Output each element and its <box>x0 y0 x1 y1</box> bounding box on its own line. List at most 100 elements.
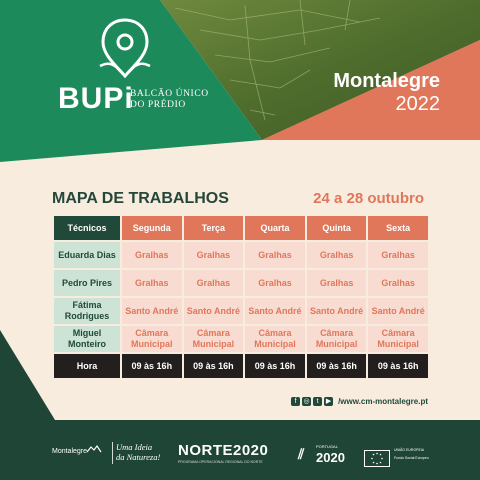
cell-line2: Municipal <box>254 339 296 349</box>
table-cell: Santo André <box>368 298 428 324</box>
green-panel <box>0 0 262 162</box>
table-cell: Gralhas <box>122 242 182 268</box>
hours-cell: 09 às 16h <box>306 354 367 378</box>
cell-line1: Santo André <box>125 305 179 316</box>
header-day: Terça <box>183 216 244 240</box>
table-cell: Santo André <box>122 298 182 324</box>
municipality-logo-icon <box>86 444 102 453</box>
technician-name: Miguel Monteiro <box>54 326 120 352</box>
footer-wedge <box>0 330 55 420</box>
facebook-icon[interactable]: f <box>291 397 301 406</box>
table-cell: Câmara Municipal <box>245 326 305 352</box>
table-cell: Câmara Municipal <box>183 326 244 352</box>
location-name: Montalegre <box>333 70 440 92</box>
table-cell: Santo André <box>183 298 244 324</box>
header-day: Sexta <box>368 216 428 240</box>
technician-name: Fátima Rodrigues <box>54 298 120 324</box>
table-cell: Gralhas <box>245 242 305 268</box>
location-year: 2022 <box>395 93 441 115</box>
header-corner: Técnicos <box>54 216 120 240</box>
portugal2020-label: PORTUGAL <box>316 444 338 449</box>
cell-line2: Municipal <box>315 339 358 349</box>
table-row: Fátima Rodrigues Santo André Santo André … <box>54 298 428 324</box>
cell-line1: Santo André <box>371 305 425 316</box>
brand-subtitle-line2: DO PRÉDIO <box>130 100 186 110</box>
cell-line2: Municipal <box>192 339 235 349</box>
social-links: f ◎ t ▶ /www.cm-montalegre.pt <box>291 397 428 406</box>
cell-line1: Câmara <box>135 328 169 338</box>
footer: Montalegre Uma Ideia da Natureza! NORTE2… <box>0 420 480 480</box>
cell-line1: Câmara <box>258 328 292 338</box>
twitter-icon[interactable]: t <box>313 397 323 406</box>
cell-line1: Câmara <box>196 328 230 338</box>
cell-line1: Câmara <box>320 328 354 338</box>
hours-cell: 09 às 16h <box>368 354 428 378</box>
table-cell: Câmara Municipal <box>368 326 428 352</box>
cell-line1: Gralhas <box>319 249 354 260</box>
cell-line1: Gralhas <box>258 277 292 288</box>
tagline-line2: da Natureza! <box>116 452 161 462</box>
cell-line2: Municipal <box>377 339 419 349</box>
technician-name-line1: Pedro Pires <box>61 277 113 288</box>
footer-divider <box>112 442 113 464</box>
eu-fund-label: Fundo Social Europeu <box>394 456 429 460</box>
header-day: Quarta <box>245 216 305 240</box>
header-day: Segunda <box>122 216 182 240</box>
cell-line2: Municipal <box>131 339 173 349</box>
portugal2020-year: 2020 <box>316 450 345 465</box>
table-row: Pedro Pires Gralhas Gralhas Gralhas Gral… <box>54 270 428 296</box>
table-cell: Gralhas <box>368 242 428 268</box>
brand-subtitle-line1: BALCÃO ÚNICO <box>130 89 209 99</box>
municipality-logo-text: Montalegre <box>52 448 88 455</box>
table-cell: Gralhas <box>183 242 244 268</box>
cell-line1: Câmara <box>381 328 415 338</box>
table-cell: Gralhas <box>368 270 428 296</box>
cell-line1: Gralhas <box>196 249 231 260</box>
table-cell: Santo André <box>306 298 367 324</box>
eu-flag-icon <box>364 450 390 467</box>
table-header-row: Técnicos Segunda Terça Quarta Quinta Sex… <box>54 216 428 240</box>
table-cell: Gralhas <box>306 242 367 268</box>
landscape-photo <box>160 0 480 140</box>
cell-line1: Santo André <box>248 305 302 316</box>
website-link[interactable]: /www.cm-montalegre.pt <box>338 397 428 406</box>
cell-line1: Gralhas <box>135 249 169 260</box>
hours-cell: 09 às 16h <box>183 354 244 378</box>
date-range: 24 a 28 outubro <box>313 190 424 207</box>
cell-line1: Gralhas <box>381 249 415 260</box>
tagline-line1: Uma Ideia <box>116 442 153 452</box>
table-row: Eduarda Dias Gralhas Gralhas Gralhas Gra… <box>54 242 428 268</box>
technician-name-line1: Miguel <box>72 328 102 338</box>
cell-line1: Gralhas <box>196 277 231 288</box>
cell-line1: Gralhas <box>381 277 415 288</box>
instagram-icon[interactable]: ◎ <box>302 397 312 406</box>
youtube-icon[interactable]: ▶ <box>324 397 334 406</box>
cell-line1: Gralhas <box>319 277 354 288</box>
schedule-table: Técnicos Segunda Terça Quarta Quinta Sex… <box>52 214 430 380</box>
technician-name-line1: Eduarda Dias <box>58 249 116 260</box>
hours-cell: 09 às 16h <box>122 354 182 378</box>
cell-line1: Gralhas <box>258 249 292 260</box>
table-cell: Gralhas <box>183 270 244 296</box>
technician-name-line1: Fátima <box>72 300 102 310</box>
table-cell: Gralhas <box>245 270 305 296</box>
technician-name-line2: Rodrigues <box>64 311 110 321</box>
cell-line1: Santo André <box>186 305 240 316</box>
table-cell: Gralhas <box>306 270 367 296</box>
technician-name: Pedro Pires <box>54 270 120 296</box>
table-row: Miguel Monteiro Câmara Municipal Câmara Mun… <box>54 326 428 352</box>
eu-label: UNIÃO EUROPEIA <box>394 448 425 452</box>
location-block: Montalegre 2022 <box>333 70 440 116</box>
hours-label: Hora <box>54 354 120 378</box>
page-title: MAPA DE TRABALHOS <box>52 190 229 207</box>
table-cell: Santo André <box>245 298 305 324</box>
brand-subtitle: BALCÃO ÚNICO DO PRÉDIO <box>130 89 209 111</box>
cell-line1: Gralhas <box>135 277 169 288</box>
technician-name: Eduarda Dias <box>54 242 120 268</box>
table-cell: Gralhas <box>122 270 182 296</box>
header-day: Quinta <box>306 216 367 240</box>
table-cell: Câmara Municipal <box>122 326 182 352</box>
portugal2020-icon: ⫽ <box>298 446 305 462</box>
location-pin-icon <box>99 18 151 79</box>
